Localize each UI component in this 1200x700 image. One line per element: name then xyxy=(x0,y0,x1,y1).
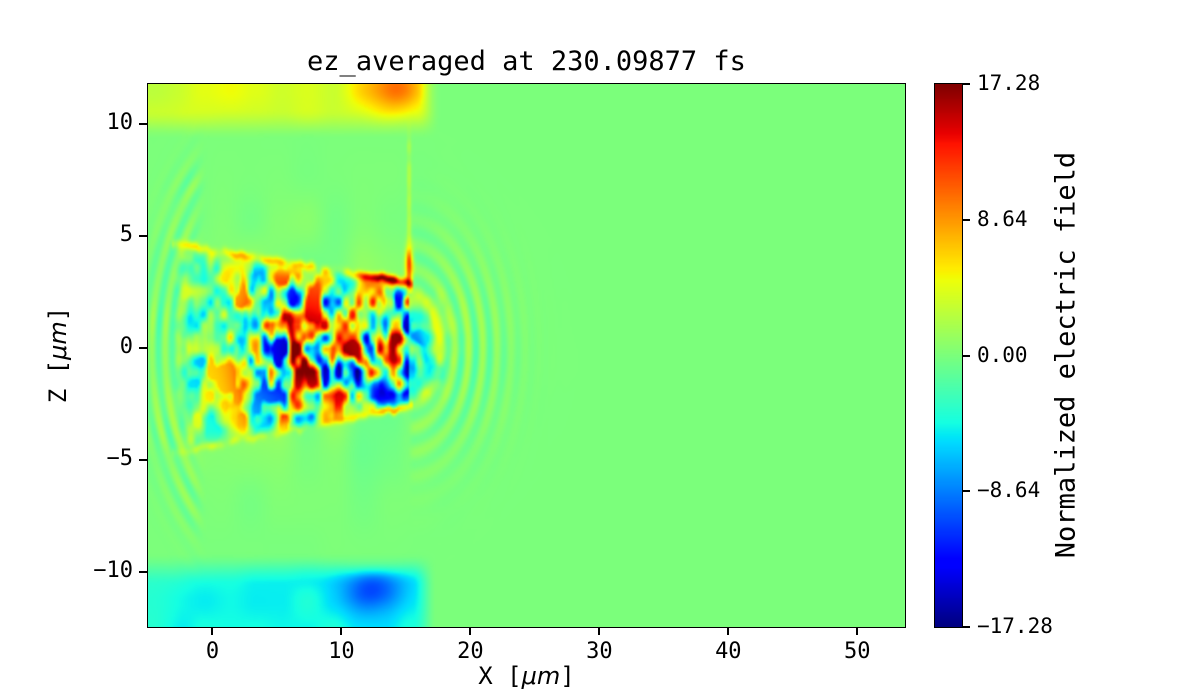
y-tick-label: −5 xyxy=(106,446,134,472)
y-axis-label-suffix: ] xyxy=(44,306,72,322)
colorbar-tick-mark xyxy=(962,83,970,85)
heatmap-canvas xyxy=(148,84,905,627)
x-axis-label-prefix: X [ xyxy=(478,662,522,690)
y-tick-label: 0 xyxy=(119,334,133,360)
x-tick-mark xyxy=(211,627,214,635)
chart-title: ez_averaged at 230.09877 fs xyxy=(307,46,746,77)
x-tick-mark xyxy=(469,627,472,635)
y-tick-mark xyxy=(139,571,147,574)
colorbar-tick-mark xyxy=(962,218,970,221)
x-tick-label: 10 xyxy=(328,639,355,664)
x-tick-label: 50 xyxy=(844,639,871,664)
y-tick-label: −10 xyxy=(93,558,133,584)
x-tick-label: 0 xyxy=(205,639,220,664)
colorbar-tick-label: 17.28 xyxy=(977,71,1041,95)
x-tick-label: 30 xyxy=(586,639,613,664)
x-axis-label: X [μm] xyxy=(147,662,906,690)
y-tick-mark xyxy=(139,459,147,462)
x-tick-label: 40 xyxy=(715,639,742,664)
colorbar-label: Normalized electric field xyxy=(1050,151,1082,559)
y-axis-label-prefix: Z [ xyxy=(44,359,72,404)
y-tick-mark xyxy=(139,235,147,238)
colorbar-canvas xyxy=(935,84,962,627)
x-tick-mark xyxy=(856,627,859,635)
colorbar-tick-mark xyxy=(962,354,970,357)
x-axis-label-unit: μm xyxy=(521,662,561,690)
y-tick-mark xyxy=(139,123,147,126)
colorbar-tick-label: 8.64 xyxy=(977,206,1028,231)
colorbar-tick-label: −17.28 xyxy=(977,614,1053,638)
y-tick-label: 10 xyxy=(106,110,134,136)
colorbar-tick-label: 0.00 xyxy=(977,342,1028,367)
x-tick-label: 20 xyxy=(457,639,484,664)
x-axis-label-suffix: ] xyxy=(560,662,575,690)
colorbar-tick-label: −8.64 xyxy=(977,478,1041,503)
x-tick-mark xyxy=(598,627,601,635)
colorbar xyxy=(934,83,963,628)
colorbar-tick-mark xyxy=(962,626,970,628)
plot-frame xyxy=(147,83,906,628)
x-tick-mark xyxy=(340,627,343,635)
x-tick-mark xyxy=(727,627,730,635)
y-tick-mark xyxy=(139,347,147,350)
y-tick-label: 5 xyxy=(119,222,133,248)
colorbar-tick-mark xyxy=(962,490,970,493)
